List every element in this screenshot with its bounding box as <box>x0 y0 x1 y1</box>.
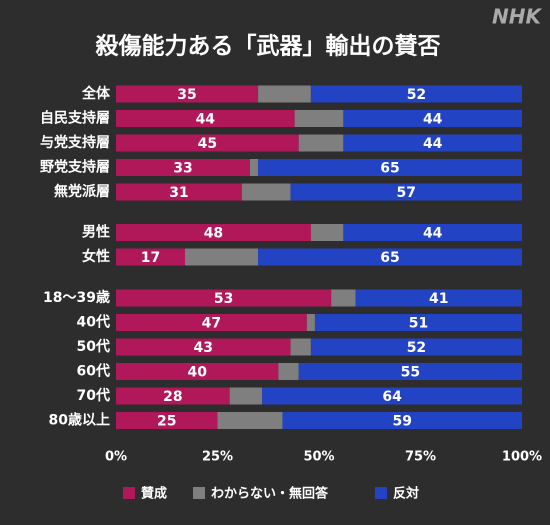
bar-segment <box>331 289 356 307</box>
data-label: 44 <box>196 112 216 128</box>
data-label: 47 <box>202 316 221 332</box>
legend-label: 賛成 <box>141 486 167 502</box>
chart-title: 殺傷能力ある「武器」輸出の賛否 <box>96 33 441 60</box>
y-tick-label: 80歳以上 <box>49 412 110 429</box>
data-label: 65 <box>380 250 399 266</box>
data-label: 44 <box>423 112 443 128</box>
y-tick-label: 40代 <box>77 314 110 331</box>
legend-swatch <box>193 487 205 499</box>
bar-segment <box>217 412 283 429</box>
bar-segment <box>258 159 522 176</box>
bar-segment <box>290 183 522 201</box>
bar-segment <box>116 338 291 356</box>
bar-segment <box>116 387 230 405</box>
bar-segment <box>229 387 263 405</box>
x-tick-label: 50% <box>303 450 334 465</box>
data-label: 43 <box>194 340 213 356</box>
bar-segment <box>116 289 332 307</box>
data-label: 59 <box>392 414 411 430</box>
data-label: 25 <box>157 414 176 430</box>
data-label: 52 <box>407 340 426 356</box>
bar-segment <box>262 387 522 405</box>
data-label: 31 <box>169 185 188 201</box>
bar-segment <box>310 338 522 356</box>
y-tick-label: 自民支持層 <box>40 110 110 127</box>
bar-segment <box>343 110 522 127</box>
bar-segment <box>185 248 259 266</box>
data-label: 57 <box>397 185 416 201</box>
bar-segment <box>298 363 522 380</box>
data-label: 48 <box>204 226 223 242</box>
bar-segment <box>355 289 522 307</box>
data-label: 51 <box>409 316 428 332</box>
y-tick-label: 無党派層 <box>54 183 110 200</box>
legend-label: 反対 <box>393 486 419 502</box>
bar-segment <box>116 159 250 176</box>
y-tick-label: 与党支持層 <box>40 134 110 151</box>
x-tick-label: 25% <box>202 450 233 465</box>
x-tick-label: 0% <box>105 450 127 465</box>
legend-label: わからない・無回答 <box>211 486 329 502</box>
y-tick-label: 18～39歳 <box>43 289 110 306</box>
bar-segment <box>116 412 218 429</box>
y-tick-label: 男性 <box>82 224 110 241</box>
data-label: 41 <box>429 291 448 307</box>
y-tick-label: 女性 <box>82 248 110 265</box>
data-label: 45 <box>198 136 217 152</box>
bar-segment <box>314 314 522 331</box>
x-tick-label: 75% <box>405 450 436 465</box>
bar-segment <box>116 134 299 152</box>
y-tick-label: 全体 <box>81 85 111 102</box>
y-tick-label: 50代 <box>77 338 110 355</box>
bar-segment <box>310 85 522 103</box>
bar-segment <box>116 224 311 241</box>
bar-segment <box>306 314 315 331</box>
bar-segment <box>116 363 279 380</box>
data-label: 55 <box>401 365 420 381</box>
data-label: 44 <box>423 226 443 242</box>
bar-segment <box>116 110 295 127</box>
bar-segment <box>241 183 291 201</box>
y-tick-label: 野党支持層 <box>40 159 110 176</box>
y-tick-label: 60代 <box>77 363 110 380</box>
bar-segment <box>249 159 259 176</box>
data-label: 35 <box>177 87 196 103</box>
bar-segment <box>116 248 186 266</box>
bar-segment <box>258 85 311 103</box>
data-label: 52 <box>407 87 426 103</box>
bar-segment <box>116 183 242 201</box>
bar-segment <box>258 248 522 266</box>
bar-segment <box>294 110 344 127</box>
data-label: 17 <box>141 250 160 266</box>
bar-segment <box>278 363 299 380</box>
bar-segment <box>343 224 522 241</box>
bar-segment <box>298 134 344 152</box>
data-label: 64 <box>382 389 402 405</box>
legend-swatch <box>375 487 387 499</box>
legend-swatch <box>123 487 135 499</box>
bar-segment <box>343 134 522 152</box>
x-tick-label: 100% <box>502 450 542 465</box>
data-label: 33 <box>173 161 192 177</box>
bar-segment <box>116 85 259 103</box>
bar-segment <box>282 412 522 429</box>
data-label: 40 <box>187 365 207 381</box>
data-label: 28 <box>163 389 182 405</box>
logo: NHK <box>492 5 542 29</box>
data-label: 65 <box>380 161 399 177</box>
y-tick-label: 70代 <box>77 387 110 404</box>
data-label: 44 <box>423 136 443 152</box>
bar-segment <box>116 314 307 331</box>
bar-segment <box>290 338 311 356</box>
data-label: 53 <box>214 291 233 307</box>
bar-segment <box>310 224 344 241</box>
